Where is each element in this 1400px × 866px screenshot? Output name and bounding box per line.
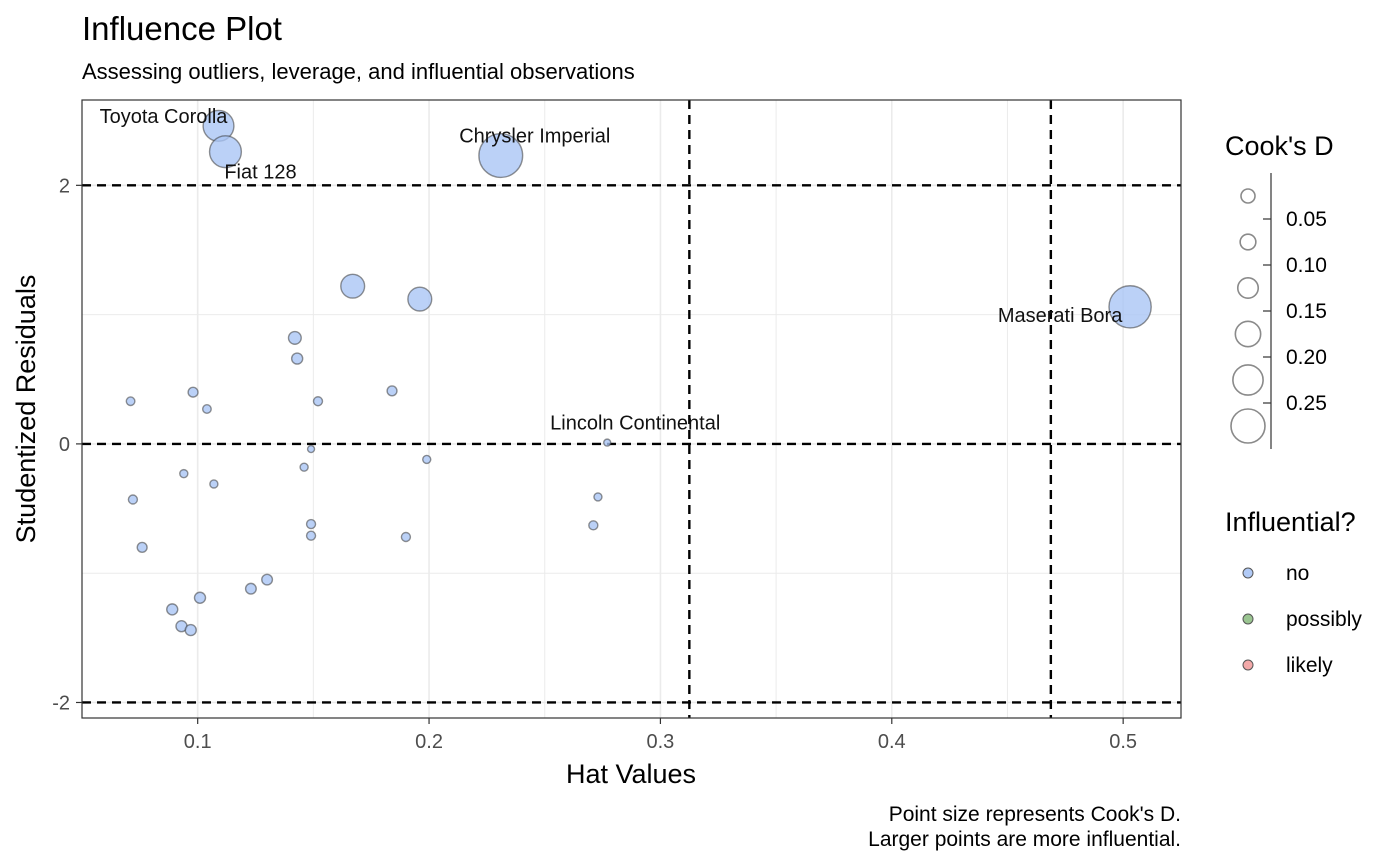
data-point (593, 492, 603, 502)
data-point (127, 494, 139, 505)
data-point (193, 591, 207, 604)
data-point (261, 573, 274, 586)
point-label: Chrysler Imperial (459, 126, 610, 148)
reference-lines (82, 100, 1181, 718)
point-label: Maserati Bora (998, 305, 1123, 327)
point-label: Fiat 128 (224, 162, 296, 184)
plot-panel-border (81, 99, 1182, 719)
size-legend-key (1232, 364, 1264, 396)
influential-legend: Influential? no possibly likely (1225, 507, 1362, 677)
data-point (184, 623, 197, 637)
size-legend-label: 0.05 (1286, 208, 1327, 231)
x-tick-label: 0.4 (878, 731, 906, 753)
size-legend-key (1240, 188, 1256, 204)
cooks-d-legend: Cook's D 0.05 0.10 0.15 0.20 0.25 (1225, 131, 1334, 449)
data-point (166, 603, 179, 616)
size-legend-label: 0.10 (1286, 254, 1327, 277)
data-point (603, 438, 612, 447)
data-point (407, 286, 433, 312)
color-legend-key (1242, 613, 1254, 625)
axis-ticks: 0.1 0.2 0.3 0.4 0.5 -2 0 2 (52, 175, 1137, 753)
data-point (208, 135, 243, 169)
data-point (179, 468, 189, 479)
color-legend-label: no (1286, 562, 1309, 585)
size-legend-label: 0.20 (1286, 346, 1327, 369)
data-point (305, 518, 317, 530)
chart-title: Influence Plot (82, 10, 282, 47)
y-tick-label: 2 (59, 175, 70, 197)
chart-subtitle: Assessing outliers, leverage, and influe… (82, 59, 635, 84)
size-legend-label: 0.15 (1286, 300, 1327, 323)
color-legend-title: Influential? (1225, 507, 1356, 537)
color-legend-key (1242, 567, 1254, 579)
y-axis-title: Studentized Residuals (11, 275, 41, 544)
data-point (588, 520, 599, 531)
color-legend-label: possibly (1286, 608, 1362, 631)
data-point (1108, 285, 1152, 329)
data-point (299, 462, 309, 472)
data-point (287, 330, 302, 345)
x-tick-label: 0.3 (647, 731, 675, 753)
data-points (125, 109, 1152, 637)
data-point (305, 530, 317, 541)
data-point (201, 404, 212, 414)
data-point (187, 386, 199, 398)
data-point (306, 444, 316, 454)
size-legend-key (1239, 233, 1257, 251)
point-label: Toyota Corolla (100, 106, 229, 128)
color-legend-label: likely (1286, 654, 1333, 677)
y-tick-label: -2 (52, 692, 70, 714)
data-point (290, 352, 304, 365)
point-label: Lincoln Continental (550, 413, 720, 435)
size-legend-label: 0.25 (1286, 392, 1327, 415)
size-legend-title: Cook's D (1225, 131, 1334, 161)
color-legend-key (1242, 659, 1254, 671)
x-tick-label: 0.5 (1109, 731, 1137, 753)
x-tick-label: 0.1 (184, 731, 212, 753)
size-legend-key (1234, 320, 1262, 348)
data-point (136, 541, 148, 553)
data-point (312, 396, 324, 407)
data-point (478, 133, 524, 179)
x-tick-label: 0.2 (415, 731, 443, 753)
data-point (209, 479, 219, 489)
caption-line-1: Point size represents Cook's D. (889, 803, 1181, 826)
y-tick-label: 0 (59, 434, 70, 456)
size-legend-key (1236, 276, 1260, 300)
data-point (386, 385, 398, 397)
point-labels: Toyota Corolla Fiat 128 Chrysler Imperial M… (100, 106, 1124, 435)
data-point (400, 531, 412, 543)
data-point (125, 396, 136, 407)
data-point (340, 273, 366, 299)
data-point (422, 454, 432, 465)
caption-line-2: Larger points are more influential. (868, 828, 1181, 851)
grid-lines (81, 100, 1181, 718)
size-legend-key (1230, 408, 1266, 444)
data-point (244, 582, 257, 595)
x-axis-title: Hat Values (566, 759, 696, 789)
